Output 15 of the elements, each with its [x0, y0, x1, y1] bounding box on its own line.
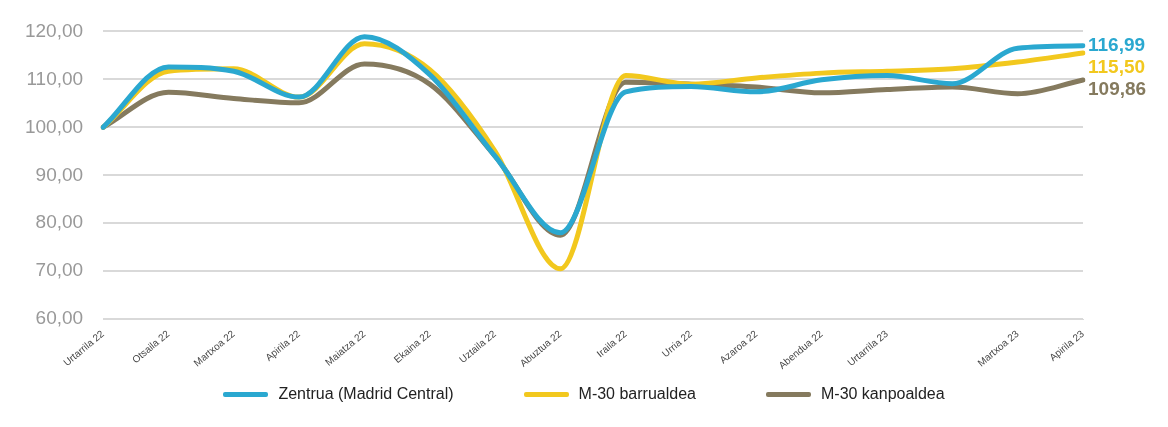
x-tick-label: Urria 22: [659, 327, 695, 360]
y-tick-label: 90,00: [35, 163, 84, 185]
x-tick-label: Iraila 22: [594, 327, 630, 360]
y-tick-label: 60,00: [35, 307, 84, 329]
y-tick-label: 80,00: [35, 211, 84, 233]
data-label: 116,99: [1088, 34, 1146, 56]
legend-label: M-30 kanpoaldea: [820, 385, 945, 403]
y-tick-label: 120,00: [24, 19, 84, 41]
data-label: 115,50: [1088, 56, 1146, 78]
legend-label: Zentrua (Madrid Central): [278, 385, 454, 403]
y-tick-label: 110,00: [26, 67, 84, 89]
y-tick-label: 100,00: [24, 115, 84, 137]
y-tick-label: 70,00: [35, 259, 84, 281]
data-label: 109,86: [1088, 78, 1147, 100]
legend-label: M-30 barrualdea: [578, 385, 696, 403]
